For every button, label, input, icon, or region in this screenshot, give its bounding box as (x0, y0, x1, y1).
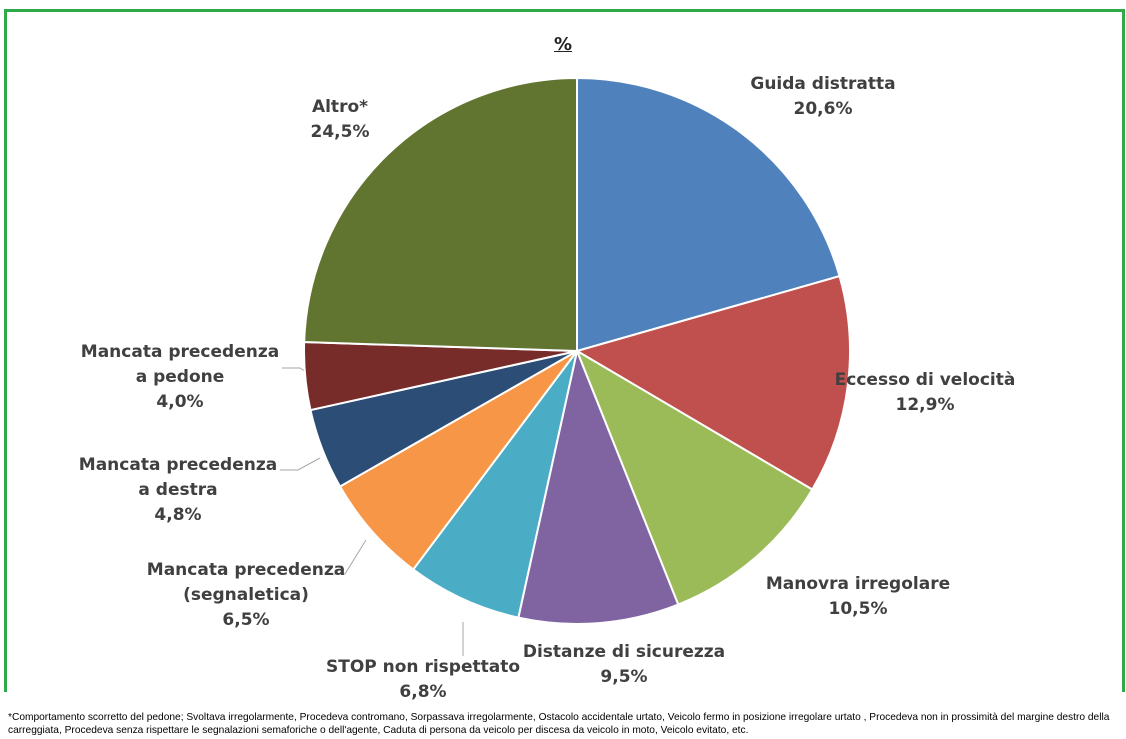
chart-title: % (553, 34, 573, 55)
pie-slice (574, 348, 814, 606)
slice-label: Mancata precedenza a destra 4,8% (78, 453, 278, 528)
category-label: Manovra irregolare (765, 574, 951, 594)
slice-label: Guida distratta 20,6% (713, 72, 933, 122)
value-label: 24,5% (310, 122, 370, 142)
value-label: 9,5% (600, 667, 648, 687)
leader-line (280, 457, 321, 471)
frame (4, 9, 1125, 692)
value-label: 4,0% (156, 392, 204, 412)
pie-slice (338, 350, 578, 571)
slice-label: Manovra irregolare 10,5% (748, 572, 968, 622)
slice-label: Mancata precedenza (segnaletica) 6,5% (146, 558, 346, 633)
category-label: Guida distratta (750, 74, 896, 94)
pie-slice (574, 274, 851, 491)
category-label: Distanze di sicurezza (522, 642, 726, 662)
pie-slice (517, 347, 680, 625)
category-label: Eccesso di velocità (834, 370, 1016, 390)
slice-label: Eccesso di velocità 12,9% (815, 368, 1035, 418)
value-label: 4,8% (154, 505, 202, 525)
slice-label: Altro* 24,5% (240, 95, 440, 145)
category-label: Mancata precedenza (segnaletica) (146, 560, 346, 605)
value-label: 10,5% (828, 599, 888, 619)
slice-label: Distanze di sicurezza 9,5% (514, 640, 734, 690)
slice-label: STOP non rispettato 6,8% (313, 655, 533, 705)
value-label: 6,8% (399, 682, 447, 702)
footnote: *Comportamento scorretto del pedone; Svo… (8, 712, 1110, 736)
pie-slice (411, 350, 578, 619)
value-label: 6,5% (222, 610, 270, 630)
value-label: 12,9% (895, 395, 955, 415)
category-label: STOP non rispettato (325, 657, 521, 677)
pie-slice (576, 76, 841, 353)
category-label: Mancata precedenza a pedone (80, 342, 280, 387)
category-label: Mancata precedenza a destra (78, 455, 278, 500)
pie-slice (303, 76, 578, 353)
value-label: 20,6% (793, 99, 853, 119)
slice-label: Mancata precedenza a pedone 4,0% (80, 340, 280, 415)
category-label: Altro* (311, 97, 369, 117)
leader-line (332, 539, 367, 575)
leader-lines (280, 367, 464, 656)
